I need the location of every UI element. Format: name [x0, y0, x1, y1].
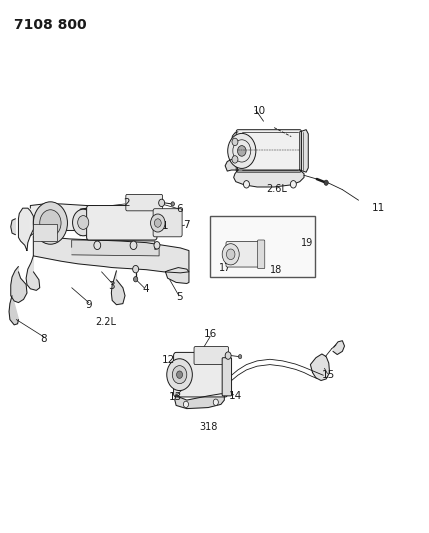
Circle shape	[232, 138, 238, 146]
Circle shape	[290, 181, 296, 188]
Text: 19: 19	[301, 238, 314, 248]
Circle shape	[130, 241, 137, 249]
Circle shape	[151, 214, 165, 232]
Circle shape	[183, 401, 188, 408]
Circle shape	[244, 181, 249, 188]
Circle shape	[239, 354, 242, 359]
Polygon shape	[223, 265, 261, 274]
Circle shape	[94, 241, 101, 249]
Circle shape	[133, 277, 138, 282]
Circle shape	[78, 216, 89, 229]
Polygon shape	[11, 266, 27, 303]
Polygon shape	[80, 208, 87, 237]
Circle shape	[177, 371, 182, 378]
Bar	[210, 216, 314, 277]
Polygon shape	[33, 236, 189, 273]
Text: 8: 8	[40, 334, 46, 344]
Polygon shape	[175, 394, 224, 409]
Text: 13: 13	[169, 392, 182, 402]
Polygon shape	[9, 296, 18, 325]
Circle shape	[238, 146, 246, 156]
Text: 12: 12	[162, 356, 175, 365]
Text: 2.6L: 2.6L	[266, 183, 287, 193]
Text: 318: 318	[200, 422, 218, 432]
FancyBboxPatch shape	[222, 358, 232, 396]
Polygon shape	[11, 219, 15, 235]
Text: 7108 800: 7108 800	[14, 18, 87, 33]
Text: 2.2L: 2.2L	[95, 317, 116, 327]
Circle shape	[133, 265, 139, 273]
Text: 15: 15	[322, 370, 335, 380]
Text: 18: 18	[270, 265, 282, 275]
FancyBboxPatch shape	[126, 195, 163, 211]
Circle shape	[154, 241, 160, 249]
FancyBboxPatch shape	[194, 346, 229, 365]
Text: 16: 16	[204, 329, 217, 340]
Polygon shape	[311, 354, 329, 381]
Polygon shape	[234, 170, 304, 187]
Text: 7: 7	[184, 220, 190, 230]
FancyBboxPatch shape	[153, 209, 182, 237]
Circle shape	[222, 244, 239, 265]
Text: 10: 10	[253, 106, 266, 116]
Circle shape	[172, 366, 187, 384]
Bar	[33, 224, 57, 241]
Text: 9: 9	[85, 300, 92, 310]
Circle shape	[232, 156, 238, 163]
Circle shape	[324, 180, 328, 185]
Polygon shape	[112, 271, 125, 305]
Polygon shape	[166, 268, 189, 284]
FancyBboxPatch shape	[226, 241, 263, 267]
Circle shape	[167, 359, 192, 391]
Polygon shape	[225, 159, 238, 171]
Polygon shape	[232, 132, 238, 170]
FancyBboxPatch shape	[257, 240, 265, 269]
Circle shape	[228, 133, 256, 168]
Circle shape	[171, 202, 175, 206]
Circle shape	[73, 209, 94, 236]
Text: 6: 6	[176, 204, 183, 214]
FancyBboxPatch shape	[87, 206, 157, 240]
Text: 1: 1	[162, 221, 169, 231]
Polygon shape	[26, 256, 40, 290]
Circle shape	[225, 352, 231, 359]
Text: 5: 5	[176, 292, 183, 302]
Circle shape	[213, 399, 218, 406]
Polygon shape	[300, 130, 308, 172]
Circle shape	[154, 219, 161, 227]
Polygon shape	[72, 240, 159, 256]
FancyBboxPatch shape	[174, 352, 228, 397]
Text: 3: 3	[108, 280, 115, 290]
Circle shape	[227, 249, 235, 260]
Circle shape	[33, 202, 67, 244]
Circle shape	[40, 210, 61, 236]
Text: 14: 14	[228, 391, 242, 401]
Polygon shape	[333, 341, 344, 354]
Polygon shape	[30, 204, 172, 236]
Text: 4: 4	[142, 284, 149, 294]
Text: 17: 17	[219, 263, 231, 272]
Text: 11: 11	[372, 203, 385, 213]
FancyBboxPatch shape	[236, 130, 302, 172]
Circle shape	[159, 199, 165, 207]
Polygon shape	[18, 208, 33, 251]
Text: 2: 2	[124, 198, 130, 208]
Polygon shape	[171, 366, 176, 385]
